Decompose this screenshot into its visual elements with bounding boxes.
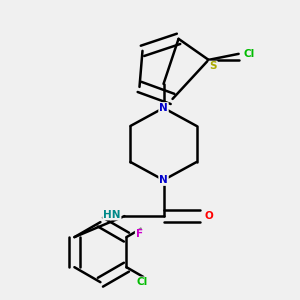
Text: O: O [205, 211, 214, 221]
Text: Cl: Cl [244, 49, 255, 59]
Text: N: N [159, 103, 168, 113]
Text: Cl: Cl [136, 277, 148, 287]
Text: N: N [159, 175, 168, 185]
Text: F: F [136, 229, 143, 239]
Text: HN: HN [103, 210, 121, 220]
Text: S: S [209, 61, 217, 71]
